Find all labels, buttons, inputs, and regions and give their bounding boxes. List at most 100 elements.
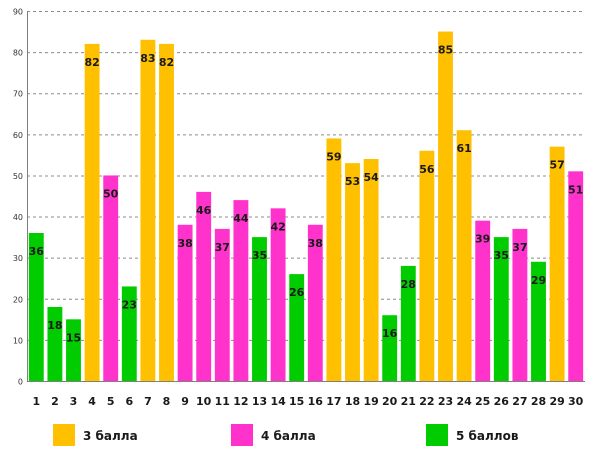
bar	[121, 286, 137, 381]
bar	[103, 175, 119, 381]
legend-swatch	[53, 424, 75, 446]
x-tick-label: 19	[363, 395, 378, 408]
bar-value-label: 36	[29, 245, 45, 258]
bar-value-label: 82	[159, 56, 174, 69]
x-tick-label: 1	[32, 395, 40, 408]
bar-value-label: 44	[233, 212, 249, 225]
x-tick-label: 11	[215, 395, 230, 408]
bar-value-label: 35	[252, 249, 267, 262]
x-tick-label: 12	[233, 395, 248, 408]
x-tick-label: 17	[326, 395, 341, 408]
bar	[66, 319, 81, 381]
bar	[438, 31, 453, 382]
bar	[270, 208, 286, 381]
bar-value-label: 46	[196, 204, 212, 217]
y-tick-label: 70	[13, 90, 23, 99]
bar	[233, 200, 249, 381]
bar-value-label: 59	[326, 150, 341, 163]
x-tick-label: 21	[401, 395, 416, 408]
y-tick-label: 30	[13, 254, 23, 263]
x-tick-label: 4	[88, 395, 96, 408]
bar	[512, 228, 528, 381]
legend-label: 3 балла	[83, 429, 138, 443]
bar	[493, 237, 509, 381]
x-tick-label: 16	[308, 395, 324, 408]
x-tick-label: 10	[196, 395, 212, 408]
bar-value-label: 51	[568, 183, 583, 196]
bar-value-label: 61	[456, 142, 471, 155]
y-tick-label: 50	[13, 172, 23, 181]
bar-value-label: 57	[549, 159, 564, 172]
bar-value-label: 85	[438, 44, 453, 57]
x-tick-label: 7	[144, 395, 152, 408]
x-tick-label: 2	[51, 395, 59, 408]
bar	[326, 138, 342, 381]
x-tick-label: 29	[549, 395, 564, 408]
x-tick-label: 27	[512, 395, 527, 408]
x-tick-label: 15	[289, 395, 304, 408]
bar-value-label: 53	[345, 175, 360, 188]
bar	[289, 274, 305, 381]
x-tick-label: 9	[181, 395, 189, 408]
bar	[196, 191, 212, 381]
x-tick-label: 14	[270, 395, 286, 408]
x-tick-label: 26	[494, 395, 510, 408]
bar-value-label: 23	[122, 298, 137, 311]
bar	[568, 171, 584, 381]
bar	[382, 315, 398, 381]
bar-value-label: 83	[140, 52, 155, 65]
y-tick-label: 40	[13, 213, 23, 222]
x-tick-label: 8	[163, 395, 171, 408]
bar-value-label: 16	[382, 327, 398, 340]
x-tick-label: 25	[475, 395, 490, 408]
x-tick-label: 24	[456, 395, 472, 408]
bar-value-label: 15	[66, 331, 81, 344]
y-tick-label: 80	[13, 49, 23, 58]
bar	[84, 43, 100, 382]
x-tick-label: 30	[568, 395, 584, 408]
bar-value-label: 35	[494, 249, 509, 262]
legend-swatch	[231, 424, 253, 446]
bar-value-label: 37	[215, 241, 230, 254]
bar	[47, 307, 63, 381]
bar	[531, 261, 546, 381]
bar-value-label: 26	[289, 286, 305, 299]
x-tick-label: 5	[107, 395, 115, 408]
y-tick-label: 20	[13, 295, 23, 304]
bar	[28, 233, 44, 381]
bar	[140, 39, 156, 382]
bar-value-label: 82	[84, 56, 99, 69]
y-tick-label: 0	[18, 378, 23, 387]
bar-value-label: 29	[531, 274, 546, 287]
bar-value-label: 42	[270, 220, 285, 233]
bar-value-label: 38	[177, 237, 192, 250]
x-tick-label: 6	[125, 395, 133, 408]
y-tick-label: 60	[13, 131, 23, 140]
bar-value-label: 39	[475, 233, 490, 246]
bar	[475, 220, 491, 381]
x-tick-label: 18	[345, 395, 360, 408]
x-tick-label: 20	[382, 395, 398, 408]
bar	[456, 130, 472, 381]
y-tick-label: 90	[13, 8, 23, 17]
bar	[549, 146, 565, 381]
legend-swatch	[426, 424, 448, 446]
x-tick-label: 13	[252, 395, 267, 408]
bar-value-label: 18	[47, 319, 62, 332]
y-tick-label: 10	[13, 336, 23, 345]
bar	[214, 228, 230, 381]
bar-value-label: 38	[308, 237, 323, 250]
legend-label: 5 баллов	[456, 429, 519, 443]
x-tick-label: 3	[70, 395, 78, 408]
bar	[345, 163, 360, 381]
bar	[252, 237, 267, 381]
bar	[400, 265, 416, 381]
bar	[159, 43, 174, 382]
bar	[419, 150, 435, 381]
bar-value-label: 54	[363, 171, 379, 184]
bar	[363, 159, 379, 381]
bar-value-label: 37	[512, 241, 527, 254]
x-tick-label: 23	[438, 395, 453, 408]
